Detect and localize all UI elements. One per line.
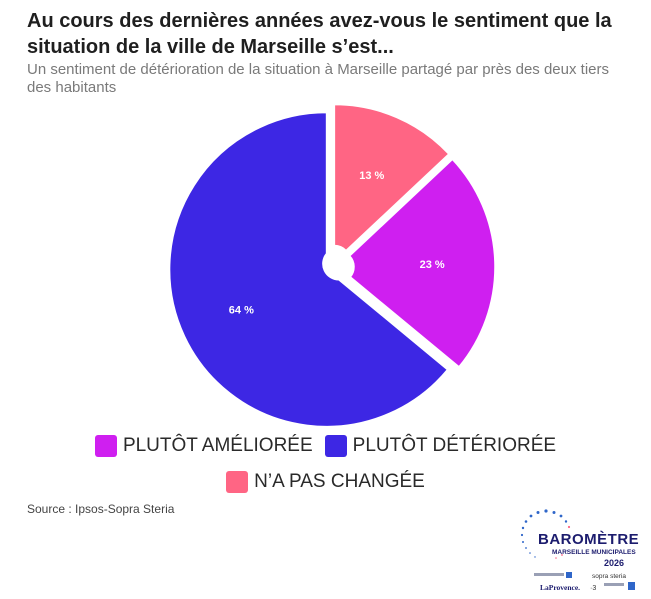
legend-swatch-amelioree <box>94 435 117 457</box>
sponsor-logos: sopra steria LaProvence. ·3 <box>534 572 635 592</box>
legend-label-pas-changee: N’A PAS CHANGÉE <box>254 471 425 492</box>
legend-item-pas-changee: N’A PAS CHANGÉE <box>226 470 425 494</box>
barometre-logo: BAROMÈTRE MARSEILLE MUNICIPALES 2026 sop… <box>512 503 642 595</box>
logo-year: 2026 <box>604 558 625 568</box>
pie-slice-0 <box>333 103 450 252</box>
pie-slice-1 <box>348 158 496 368</box>
legend-label-deterioree: PLUTÔT DÉTÉRIORÉE <box>352 435 557 456</box>
svg-text:sopra steria: sopra steria <box>592 573 626 580</box>
source-note: Source : Ipsos-Sopra Steria <box>27 502 175 516</box>
chart-title: Au cours des dernières années avez-vous … <box>27 10 612 58</box>
svg-text:LaProvence.: LaProvence. <box>540 583 580 592</box>
logo-ring-icon <box>520 509 571 559</box>
legend-item-deterioree: PLUTÔT DÉTÉRIORÉE <box>324 434 557 458</box>
svg-text:·3: ·3 <box>590 585 596 592</box>
pie-slice-label-0: 13 % <box>359 170 384 182</box>
pie-slice-label-2: 64 % <box>229 305 254 317</box>
logo-subtitle: MARSEILLE MUNICIPALES <box>552 549 636 556</box>
chart-subtitle: Un sentiment de détérioration de la situ… <box>27 61 609 96</box>
logo-title: BAROMÈTRE <box>538 531 640 548</box>
pie-slice-label-1: 23 % <box>420 259 445 271</box>
legend: PLUTÔT AMÉLIORÉE PLUTÔT DÉTÉRIORÉE N’A P… <box>0 434 651 494</box>
legend-label-amelioree: PLUTÔT AMÉLIORÉE <box>122 435 313 456</box>
legend-swatch-deterioree <box>324 435 347 457</box>
pie-slice-2 <box>168 111 449 428</box>
legend-swatch-pas-changee <box>226 471 249 493</box>
legend-item-amelioree: PLUTÔT AMÉLIORÉE <box>94 434 313 458</box>
